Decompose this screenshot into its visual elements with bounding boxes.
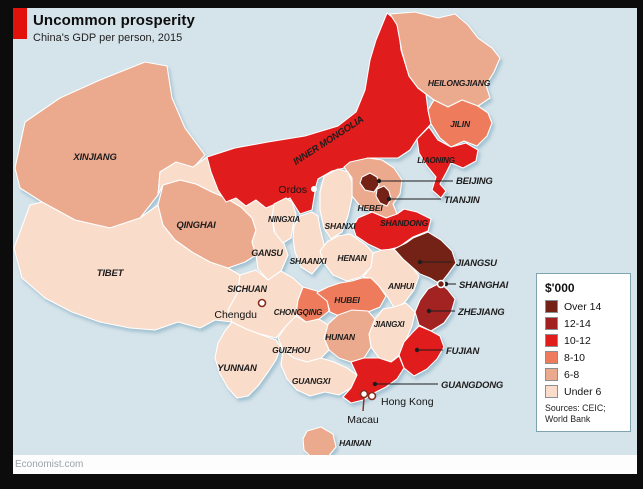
footer-site-link[interactable]: Economist.com bbox=[15, 459, 84, 470]
leader-dot-zhejiang bbox=[426, 308, 432, 314]
province-label-shandong: SHANDONG bbox=[380, 218, 429, 228]
province-label-guangxi: GUANGXI bbox=[292, 376, 331, 386]
legend-items: Over 14 12-14 10-12 8-10 6-8 Under 6 bbox=[545, 300, 623, 398]
economist-red-tab bbox=[13, 8, 27, 39]
legend-row-under6: Under 6 bbox=[545, 385, 623, 398]
region-hainan bbox=[302, 426, 337, 455]
leader-dot-jiangsu bbox=[417, 259, 423, 265]
province-label-hainan: HAINAN bbox=[339, 438, 372, 448]
province-label-liaoning: LIAONING bbox=[417, 156, 455, 165]
province-label-jilin: JILIN bbox=[450, 119, 471, 129]
province-label-henan: HENAN bbox=[337, 253, 367, 263]
region-beijing bbox=[359, 172, 380, 193]
city-markers bbox=[257, 186, 446, 412]
city-dot-ordos bbox=[311, 186, 317, 192]
region-shanxi bbox=[319, 168, 353, 240]
city-label-chengdu: Chengdu bbox=[214, 309, 257, 321]
province-label-hebei: HEBEI bbox=[358, 203, 384, 213]
callout-label-tianjin: TIANJIN bbox=[444, 195, 481, 206]
province-label-qinghai: QINGHAI bbox=[176, 220, 216, 231]
region-jilin bbox=[427, 99, 493, 148]
legend-swatch-over14 bbox=[545, 300, 558, 313]
province-label-shaanxi: SHAANXI bbox=[290, 256, 328, 266]
legend-sources: Sources: CEIC; World Bank bbox=[545, 403, 623, 425]
legend-row-b68: 6-8 bbox=[545, 368, 623, 381]
region-hubei bbox=[316, 277, 387, 317]
province-label-jiangxi: JIANGXI bbox=[374, 320, 406, 329]
city-dot-macau bbox=[359, 389, 369, 399]
city-pin-stem-macau bbox=[362, 397, 365, 412]
legend-swatch-b1214 bbox=[545, 317, 558, 330]
header: Uncommon prosperity China's GDP per pers… bbox=[33, 12, 195, 44]
legend-label: Over 14 bbox=[564, 300, 602, 313]
province-label-gansu: GANSU bbox=[251, 248, 283, 258]
legend-row-b1012: 10-12 bbox=[545, 334, 623, 347]
legend-label: Under 6 bbox=[564, 385, 602, 398]
legend: $'000 Over 14 12-14 10-12 8-10 6-8 Under 6 So… bbox=[536, 273, 631, 432]
region-zhejiang bbox=[414, 282, 456, 332]
province-label-hubei: HUBEI bbox=[334, 295, 360, 305]
leader-dot-tianjin bbox=[386, 196, 392, 202]
leader-dot-fujian bbox=[414, 347, 420, 353]
legend-label: 8-10 bbox=[564, 351, 586, 364]
callout-label-beijing: BEIJING bbox=[456, 176, 493, 187]
map-canvas: Uncommon prosperity China's GDP per pers… bbox=[13, 8, 637, 455]
landmass bbox=[13, 11, 501, 455]
legend-row-over14: Over 14 bbox=[545, 300, 623, 313]
province-label-ningxia: NINGXIA bbox=[268, 215, 300, 224]
page-subtitle: China's GDP per person, 2015 bbox=[33, 32, 183, 44]
legend-sources-line2: World Bank bbox=[545, 413, 591, 424]
province-label-sichuan: SICHUAN bbox=[227, 284, 267, 294]
callout-label-guangdong: GUANGDONG bbox=[441, 380, 504, 391]
province-label-heilongjiang: HEILONGJIANG bbox=[428, 78, 491, 88]
province-label-anhui: ANHUI bbox=[387, 281, 415, 291]
city-label-ordos: Ordos bbox=[278, 184, 307, 196]
region-heilongjiang bbox=[389, 11, 501, 108]
region-jiangsu bbox=[393, 231, 457, 285]
province-label-yunnan: YUNNAN bbox=[217, 363, 258, 374]
region-fujian bbox=[398, 325, 445, 377]
region-shaanxi bbox=[292, 211, 325, 275]
legend-swatch-under6 bbox=[545, 385, 558, 398]
city-label-hong-kong: Hong Kong bbox=[381, 396, 434, 408]
legend-sources-line1: Sources: CEIC; bbox=[545, 403, 606, 413]
city-label-macau: Macau bbox=[347, 414, 379, 426]
region-guangdong bbox=[342, 355, 405, 404]
legend-label: 6-8 bbox=[564, 368, 580, 381]
region-yunnan bbox=[214, 321, 282, 399]
footer-strip: Economist.com bbox=[13, 455, 637, 474]
province-label-chongqing: CHONGQING bbox=[274, 308, 322, 317]
region-liaoning bbox=[416, 126, 479, 199]
callout-label-zhejiang: ZHEJIANG bbox=[457, 307, 505, 318]
legend-label: 10-12 bbox=[564, 334, 591, 347]
callout-label-fujian: FUJIAN bbox=[446, 346, 480, 357]
legend-label: 12-14 bbox=[564, 317, 591, 330]
city-dot-hong-kong bbox=[367, 391, 377, 401]
legend-row-b810: 8-10 bbox=[545, 351, 623, 364]
china-choropleth-map: BEIJING TIANJIN JIANGSU SHANGHAI ZHEJIANG FUJ… bbox=[13, 11, 509, 455]
province-label-hunan: HUNAN bbox=[325, 332, 356, 342]
legend-title: $'000 bbox=[545, 281, 575, 295]
region-inner-mongolia bbox=[206, 12, 432, 215]
legend-swatch-b68 bbox=[545, 368, 558, 381]
city-dot-chengdu bbox=[257, 298, 267, 308]
callout-leader-lines bbox=[372, 178, 456, 387]
region-shandong bbox=[352, 208, 432, 252]
province-label-shanxi: SHANXI bbox=[325, 221, 357, 231]
callout-label-jiangsu: JIANGSU bbox=[456, 258, 498, 269]
callout-label-shanghai: SHANGHAI bbox=[459, 280, 509, 291]
province-label-tibet: TIBET bbox=[97, 268, 125, 279]
region-ningxia bbox=[271, 197, 297, 244]
province-label-xinjiang: XINJIANG bbox=[72, 152, 117, 163]
province-label-guizhou: GUIZHOU bbox=[272, 345, 311, 355]
leader-dot-beijing bbox=[376, 178, 382, 184]
legend-swatch-b1012 bbox=[545, 334, 558, 347]
legend-swatch-b810 bbox=[545, 351, 558, 364]
city-dot-shanghai-dot bbox=[436, 279, 446, 289]
page-title: Uncommon prosperity bbox=[33, 12, 195, 29]
leader-dot-guangdong bbox=[372, 381, 378, 387]
region-tianjin bbox=[375, 185, 392, 207]
legend-row-b1214: 12-14 bbox=[545, 317, 623, 330]
